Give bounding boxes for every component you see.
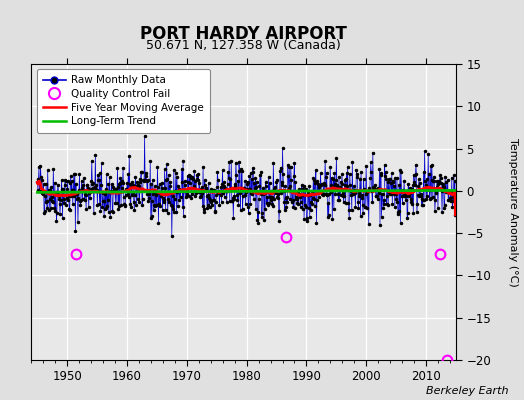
Text: Berkeley Earth: Berkeley Earth <box>426 386 508 396</box>
Text: 50.671 N, 127.358 W (Canada): 50.671 N, 127.358 W (Canada) <box>146 39 341 52</box>
Legend: Raw Monthly Data, Quality Control Fail, Five Year Moving Average, Long-Term Tren: Raw Monthly Data, Quality Control Fail, … <box>37 69 210 133</box>
Y-axis label: Temperature Anomaly (°C): Temperature Anomaly (°C) <box>508 138 518 286</box>
Title: PORT HARDY AIRPORT: PORT HARDY AIRPORT <box>140 25 347 43</box>
